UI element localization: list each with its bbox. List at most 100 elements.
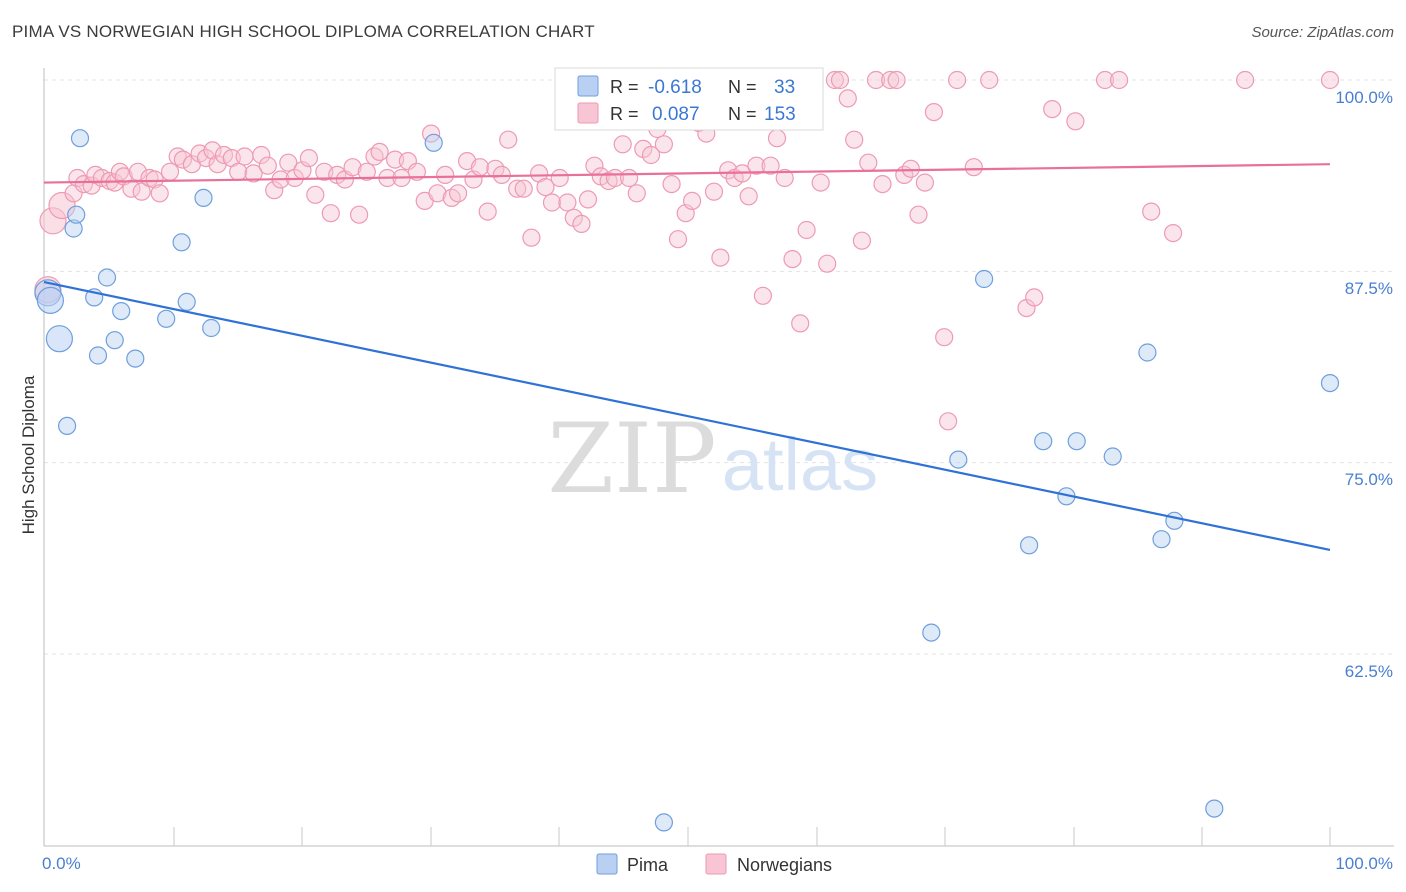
norwegians-point-117 (852, 231, 872, 250)
norwegians-point-19 (160, 162, 180, 181)
norwegians-point-59 (442, 188, 461, 207)
norwegians-point-57 (428, 184, 447, 203)
norwegians-point-129 (938, 412, 958, 431)
pima-point-30 (1165, 511, 1184, 530)
norwegians-point-105 (767, 129, 787, 148)
norwegians-point-103 (753, 286, 773, 305)
norwegians-point-31 (244, 164, 263, 183)
pima-point-17 (202, 318, 221, 338)
norwegians-point-68 (508, 179, 527, 198)
norwegians-point-30 (235, 147, 254, 166)
pima-point-22 (974, 269, 994, 289)
norwegians-point-84 (619, 168, 639, 188)
norwegians-point-25 (203, 141, 222, 160)
norwegians-point-111 (811, 173, 830, 192)
bottom-legend-nor-swatch (705, 853, 727, 875)
norwegians-point-125 (909, 205, 928, 224)
y-tick-label-87-5: 87.5% (1345, 279, 1393, 298)
norwegians-point-120 (873, 175, 892, 194)
norwegians-point-3 (64, 184, 83, 203)
norwegians-point-116 (845, 130, 864, 149)
legend-nor-n-label: N = (728, 104, 757, 124)
legend-box: R = -0.618 N = 33 R = 0.087 N = 153 (554, 67, 824, 131)
norwegians-point-108 (791, 314, 810, 333)
pima-point-32 (1320, 374, 1340, 393)
pima-point-14 (172, 233, 191, 252)
norwegians-point-91 (668, 230, 688, 249)
norwegians-point-77 (572, 214, 591, 233)
pima-point-4 (64, 219, 83, 238)
norwegians-point-15 (132, 182, 151, 201)
x-ticks (173, 827, 1331, 846)
norwegians-point-102 (747, 156, 766, 175)
norwegians-point-67 (499, 130, 518, 149)
norwegians-point-34 (265, 181, 284, 200)
norwegians-point-136 (1066, 112, 1085, 131)
legend-pima-n-label: N = (728, 77, 757, 97)
norwegians-point-87 (641, 145, 661, 165)
norwegians-point-127 (924, 102, 944, 122)
norwegians-point-114 (830, 70, 850, 90)
norwegians-point-32 (252, 145, 271, 165)
norwegians-point-29 (229, 162, 248, 181)
norwegians-point-130 (947, 70, 967, 90)
watermark: ZIP atlas (547, 403, 878, 515)
norwegians-point-107 (783, 250, 802, 269)
norwegians-point-119 (866, 70, 886, 90)
norwegians-point-13 (122, 179, 141, 198)
pima-point-19 (654, 813, 674, 832)
legend-pima-n: 33 (774, 77, 795, 98)
y-tick-label-62-5: 62.5% (1345, 662, 1393, 681)
norwegians-point-58 (436, 165, 455, 184)
y-tick-label-75: 75.0% (1345, 470, 1393, 489)
legend-frame (554, 67, 824, 131)
norwegians-point-97 (711, 248, 730, 267)
norwegians-point-42 (321, 204, 340, 223)
pima-point-18 (424, 133, 443, 152)
norwegians-point-139 (1142, 202, 1161, 221)
pima-point-20 (922, 623, 941, 642)
norwegians-point-54 (407, 162, 426, 181)
pima-point-24 (1034, 432, 1053, 451)
pima-point-9 (97, 268, 117, 287)
pima-point-8 (88, 346, 108, 365)
norwegians-point-85 (627, 184, 646, 203)
norwegians-point-17 (145, 170, 164, 189)
norwegians-point-73 (542, 193, 562, 212)
norwegians-point-131 (964, 158, 983, 177)
pima-point-15 (177, 292, 196, 311)
pima-point-16 (194, 188, 213, 207)
norwegians-point-101 (739, 187, 758, 206)
bottom-legend: Pima Norwegians (596, 853, 832, 875)
norwegians-point-89 (654, 135, 674, 154)
norwegians-point-115 (838, 89, 857, 108)
norwegians-point-21 (173, 150, 192, 169)
pima-trend-line (43, 280, 1331, 551)
norwegians-point-60 (449, 184, 468, 203)
legend-pima-r-label: R = (610, 77, 639, 97)
norwegians-point-113 (825, 70, 845, 90)
pima-point-21 (949, 450, 968, 469)
norwegians-point-135 (1043, 99, 1062, 119)
norwegians-point-47 (357, 162, 376, 181)
norwegians-point-39 (299, 149, 318, 168)
pima-point-13 (157, 309, 176, 328)
bottom-legend-pima-swatch (596, 853, 618, 875)
norwegians-point-141 (1235, 70, 1255, 90)
bottom-legend-pima-label: Pima (627, 855, 669, 875)
watermark-zip: ZIP (547, 403, 716, 515)
norwegians-point-74 (550, 168, 569, 188)
pima-point-26 (1067, 432, 1086, 451)
norwegians-point-70 (522, 228, 541, 247)
norwegians-trend-line (43, 163, 1331, 184)
x-tick-label-left: 0.0% (42, 854, 81, 873)
norwegians-point-83 (613, 135, 632, 154)
norwegians-point-20 (168, 147, 187, 166)
norwegians-point-96 (704, 182, 724, 201)
norwegians-point-36 (279, 153, 298, 172)
norwegians-point-75 (558, 193, 577, 212)
norwegians-point-138 (1109, 70, 1129, 90)
norwegians-point-142 (1320, 70, 1340, 90)
trend-lines (43, 163, 1331, 551)
